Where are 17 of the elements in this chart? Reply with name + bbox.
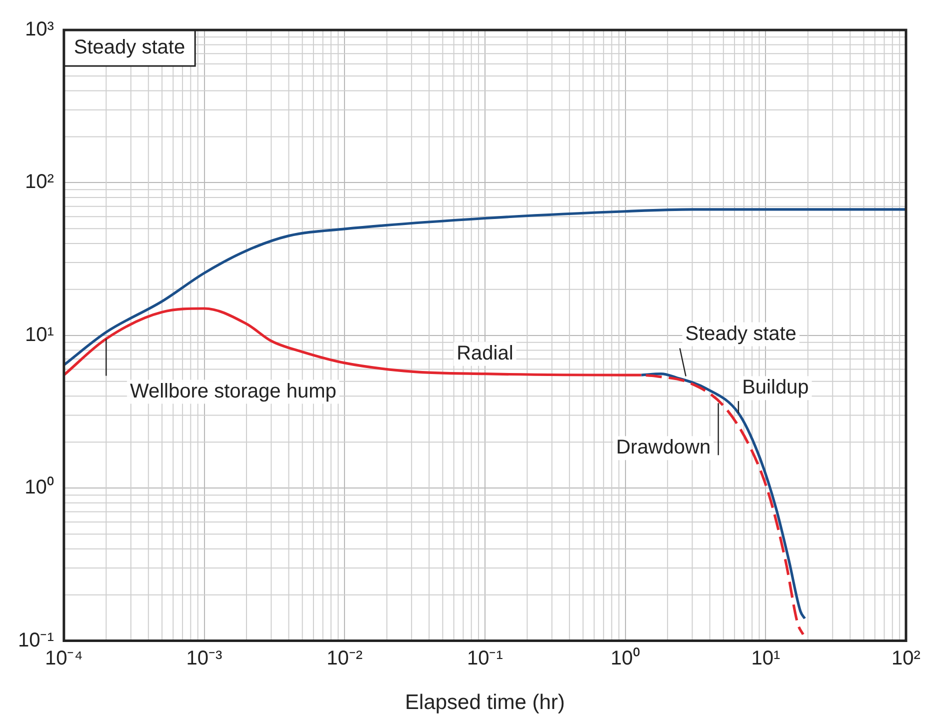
x-tick-label: 10¹	[751, 647, 780, 670]
x-tick-label: 10⁻²	[326, 647, 363, 670]
annotation: Wellbore storage hump	[130, 380, 336, 402]
x-tick-label: 10²	[892, 647, 921, 670]
annotation: Steady state	[685, 322, 796, 345]
y-tick-label: 10²	[25, 171, 54, 194]
y-tick-label: 10³	[25, 18, 54, 41]
annotation: Steady state	[74, 36, 186, 59]
x-tick-label: 10⁻¹	[467, 647, 504, 670]
y-tick-label: 10⁰	[24, 476, 54, 499]
annotation: Radial	[456, 342, 514, 364]
x-axis-title: Elapsed time (hr)	[405, 691, 565, 714]
annotation: Buildup	[742, 376, 809, 399]
x-tick-label: 10⁰	[610, 646, 640, 670]
annotation: Drawdown	[616, 436, 711, 459]
x-tick-label: 10⁻³	[186, 647, 223, 670]
y-tick-label: 10¹	[25, 324, 54, 346]
